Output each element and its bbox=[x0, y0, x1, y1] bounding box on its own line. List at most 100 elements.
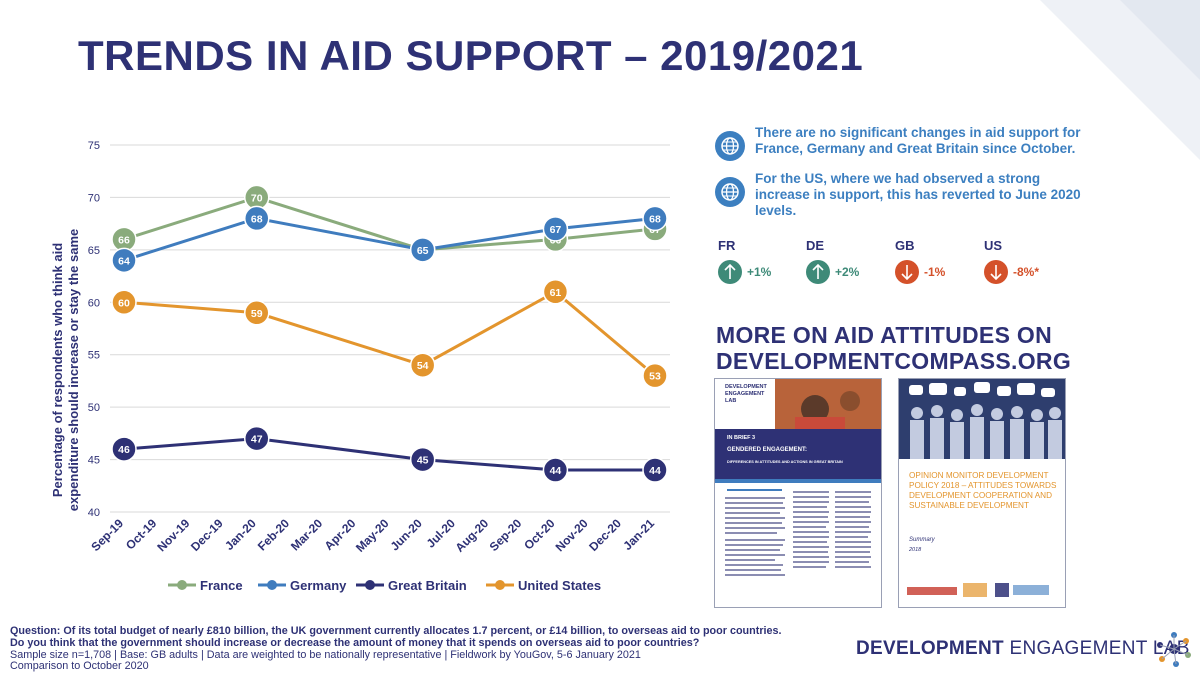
question-line2: Do you think that the government should … bbox=[10, 636, 700, 649]
logo-rest: ENGAGEMENT LAB bbox=[1003, 638, 1190, 659]
data-label: 65 bbox=[417, 245, 429, 257]
thumb1-subheading: DIFFERENCES IN ATTITUDES AND ACTIONS IN … bbox=[727, 460, 843, 464]
data-label: 54 bbox=[417, 360, 429, 372]
more-heading: MORE ON AID ATTITUDES ON DEVELOPMENTCOMP… bbox=[716, 322, 1071, 374]
legend-label: Great Britain bbox=[388, 578, 467, 593]
arrow-up-icon bbox=[806, 260, 830, 284]
data-point bbox=[642, 362, 668, 389]
legend-swatch-marker bbox=[365, 580, 375, 590]
x-tick-label: Feb-20 bbox=[255, 516, 292, 553]
sample-line: Sample size n=1,708 | Base: GB adults | … bbox=[10, 648, 641, 661]
y-axis-label-line2: expenditure should increase or stay the … bbox=[66, 229, 81, 512]
y-tick-label: 65 bbox=[88, 245, 100, 257]
legend-label: Germany bbox=[290, 578, 347, 593]
series-line bbox=[123, 195, 656, 252]
thumb1-logo-line2: ENGAGEMENT bbox=[725, 391, 765, 397]
y-tick-label: 45 bbox=[88, 455, 100, 467]
comparison-line: Comparison to October 2020 bbox=[10, 660, 149, 673]
data-point bbox=[111, 247, 137, 274]
legend-swatch-marker bbox=[177, 580, 187, 590]
publication-thumbnail-opinion-monitor[interactable]: OPINION MONITOR DEVELOPMENT POLICY 2018 … bbox=[898, 378, 1066, 608]
x-tick-label: Sep-20 bbox=[487, 516, 525, 554]
y-axis-label-line1: Percentage of respondents who think aid bbox=[50, 243, 65, 497]
data-point bbox=[642, 205, 668, 232]
data-label: 67 bbox=[550, 224, 562, 236]
data-label: 70 bbox=[251, 192, 263, 204]
arrow-down-icon bbox=[984, 260, 1008, 284]
series-line bbox=[123, 289, 656, 377]
x-tick-label: Oct-19 bbox=[123, 516, 160, 553]
x-tick-label: Jan-20 bbox=[222, 516, 259, 553]
publication-cover: DEVELOPMENT ENGAGEMENT LAB IN BRIEF 3 GE… bbox=[715, 379, 881, 607]
data-point bbox=[111, 289, 137, 316]
legend-label: United States bbox=[518, 578, 601, 593]
data-point bbox=[409, 352, 436, 378]
thumb2-year: 2018 bbox=[908, 547, 922, 553]
corner-decoration bbox=[1040, 0, 1200, 160]
change-country: US bbox=[984, 238, 1003, 253]
data-label: 44 bbox=[649, 465, 661, 477]
x-tick-label: Dec-20 bbox=[586, 516, 624, 554]
change-us: US -8%* bbox=[984, 238, 1074, 284]
y-tick-label: 55 bbox=[88, 350, 100, 362]
y-tick-label: 70 bbox=[88, 192, 100, 204]
y-tick-label: 75 bbox=[88, 140, 100, 152]
legend-swatch-marker bbox=[495, 580, 505, 590]
globe-icon bbox=[715, 131, 745, 161]
x-tick-label: Apr-20 bbox=[322, 516, 359, 553]
arrow-up-icon bbox=[718, 260, 742, 284]
thumb1-logo-line1: DEVELOPMENT bbox=[725, 384, 768, 390]
change-gb: GB -1% bbox=[895, 238, 985, 284]
change-de: DE +2% bbox=[806, 238, 896, 284]
globe-icon bbox=[715, 177, 745, 207]
data-point bbox=[244, 425, 270, 452]
data-point bbox=[244, 300, 270, 326]
data-label: 47 bbox=[251, 434, 263, 446]
change-country: GB bbox=[895, 238, 915, 253]
more-line1: MORE ON AID ATTITUDES ON bbox=[716, 322, 1053, 348]
data-label: 68 bbox=[251, 213, 263, 225]
x-tick-label: Jan-21 bbox=[620, 516, 657, 553]
arrow-down-icon bbox=[895, 260, 919, 284]
data-point bbox=[542, 457, 569, 483]
x-tick-label: Nov-19 bbox=[154, 516, 192, 554]
data-label: 44 bbox=[550, 465, 562, 477]
legend-label: France bbox=[200, 578, 243, 593]
data-label: 45 bbox=[417, 455, 429, 467]
data-point bbox=[409, 446, 436, 473]
thumb2-heading: OPINION MONITOR DEVELOPMENT POLICY 2018 … bbox=[909, 471, 1057, 510]
y-axis-label: Percentage of respondents who think aid … bbox=[50, 229, 81, 512]
compass-logo-icon bbox=[1157, 632, 1191, 667]
data-point bbox=[244, 205, 270, 232]
page-title: TRENDS IN AID SUPPORT – 2019/2021 bbox=[78, 32, 864, 79]
note-text: For the US, where we had observed a stro… bbox=[755, 171, 1081, 218]
brand-logo-text: DEVELOPMENT ENGAGEMENT LAB bbox=[856, 638, 1190, 660]
change-value: +1% bbox=[747, 265, 772, 279]
line-chart: 40 45 50 55 60 65 70 75 Sep-19Oct-19Nov-19Dec-19… bbox=[88, 140, 670, 593]
data-point bbox=[642, 457, 668, 483]
note-item: For the US, where we had observed a stro… bbox=[715, 171, 1095, 219]
thumb1-logo-line3: LAB bbox=[725, 398, 736, 404]
y-tick-label: 60 bbox=[88, 297, 100, 309]
change-indicators: FR +1% DE +2% GB -1% US -8%* bbox=[718, 238, 1078, 290]
x-tick-label: Jun-20 bbox=[388, 516, 425, 553]
publication-thumbnail-gendered-engagement[interactable]: DEVELOPMENT ENGAGEMENT LAB IN BRIEF 3 GE… bbox=[714, 378, 882, 608]
change-fr: FR +1% bbox=[718, 238, 808, 284]
x-tick-label: Nov-20 bbox=[553, 516, 591, 554]
y-tick-label: 40 bbox=[88, 507, 100, 519]
data-label: 61 bbox=[550, 287, 562, 299]
question-footnote: Question: Of its total budget of nearly … bbox=[10, 625, 840, 673]
change-country: DE bbox=[806, 238, 825, 253]
data-label: 46 bbox=[118, 444, 130, 456]
logo-bold: DEVELOPMENT bbox=[856, 638, 1004, 659]
data-label: 64 bbox=[118, 255, 130, 267]
data-point bbox=[111, 436, 137, 462]
x-tick-label: Aug-20 bbox=[453, 516, 492, 555]
change-value: +2% bbox=[835, 265, 860, 279]
more-line2: DEVELOPMENTCOMPASS.ORG bbox=[716, 348, 1072, 374]
data-label: 68 bbox=[649, 213, 661, 225]
series-line bbox=[123, 437, 655, 472]
data-point bbox=[542, 216, 569, 242]
note-text: There are no significant changes in aid … bbox=[755, 125, 1081, 156]
data-label: 53 bbox=[649, 371, 661, 383]
